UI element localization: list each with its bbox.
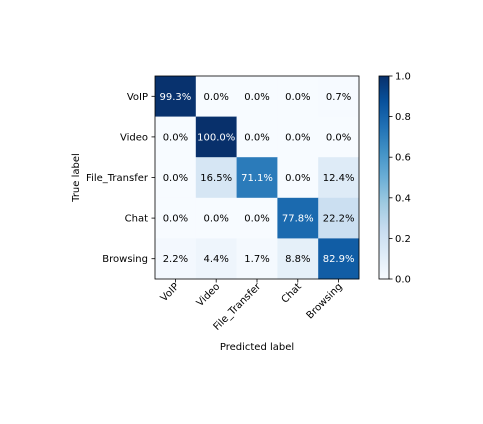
- colorbar-tick-label: 0.6: [395, 153, 411, 164]
- heatmap-cell: [318, 76, 360, 117]
- x-tick-label: VoIP: [159, 281, 182, 304]
- cell-value-label: 0.0%: [163, 173, 188, 184]
- heatmap-cell: [155, 76, 197, 117]
- y-tick-label: Chat: [125, 214, 148, 225]
- colorbar: 0.0 0.2 0.4 0.6 0.8 1.0: [378, 72, 411, 286]
- cell-value-label: 99.3%: [160, 92, 192, 103]
- cell-value-label: 77.8%: [282, 214, 314, 225]
- heatmap-cell: [277, 197, 319, 239]
- y-tick-label: VoIP: [127, 92, 148, 103]
- cell-value-label: 0.0%: [285, 132, 310, 143]
- x-tick-label: Chat: [280, 281, 304, 305]
- heatmap-cells: [155, 76, 360, 280]
- heatmap-cell: [155, 238, 197, 280]
- cell-value-label: 0.0%: [244, 214, 269, 225]
- heatmap-cell: [195, 76, 237, 117]
- y-tick-label: Browsing: [102, 254, 148, 265]
- x-tick-label: Video: [195, 281, 223, 309]
- cell-value-label: 0.0%: [285, 92, 310, 103]
- heatmap-cell: [155, 197, 197, 239]
- cell-value-label: 16.5%: [200, 173, 232, 184]
- heatmap-cell: [318, 157, 360, 199]
- heatmap-cell: [155, 157, 197, 199]
- heatmap-cell: [195, 157, 237, 199]
- heatmap-cell: [236, 197, 278, 239]
- colorbar-gradient: [378, 75, 390, 280]
- cell-value-label: 4.4%: [203, 254, 228, 265]
- heatmap-cell: [236, 238, 278, 280]
- colorbar-tick-label: 1.0: [395, 72, 411, 83]
- heatmap-cell-labels: 99.3% 0.0% 0.0% 0.0% 0.7% 0.0% 100.0% 0.0% 0.0% 0…: [160, 92, 355, 265]
- colorbar-tick-label: 0.2: [395, 234, 411, 245]
- cell-value-label: 2.2%: [163, 254, 188, 265]
- y-tick-label: File_Transfer: [86, 173, 149, 184]
- colorbar-tick-label: 0.4: [395, 193, 411, 204]
- heatmap-cell: [318, 238, 360, 280]
- heatmap-cell: [195, 197, 237, 239]
- cell-value-label: 0.0%: [244, 132, 269, 143]
- cell-value-label: 82.9%: [323, 254, 355, 265]
- heatmap-cell: [236, 116, 278, 158]
- x-tick-label: Browsing: [305, 281, 345, 321]
- heatmap-cell: [155, 116, 197, 158]
- cell-value-label: 22.2%: [323, 214, 355, 225]
- y-tick-label: Video: [120, 132, 148, 143]
- heatmap-cell: [277, 76, 319, 117]
- heatmap-cell: [277, 157, 319, 199]
- cell-value-label: 0.7%: [326, 92, 351, 103]
- cell-value-label: 0.0%: [163, 132, 188, 143]
- cell-value-label: 0.0%: [326, 132, 351, 143]
- cell-value-label: 8.8%: [285, 254, 310, 265]
- x-axis-label: Predicted label: [220, 342, 294, 353]
- y-axis: VoIP Video File_Transfer Chat Browsing: [86, 92, 155, 265]
- cell-value-label: 71.1%: [241, 173, 273, 184]
- heatmap-cell: [195, 238, 237, 280]
- heatmap-cell: [236, 76, 278, 117]
- colorbar-tick-label: 0.8: [395, 112, 411, 123]
- y-axis-label: True label: [71, 153, 82, 203]
- colorbar-tick-label: 0.0: [395, 275, 411, 286]
- cell-value-label: 0.0%: [285, 173, 310, 184]
- heatmap-cell: [318, 197, 360, 239]
- heatmap-cell: [318, 116, 360, 158]
- heatmap-cell: [277, 238, 319, 280]
- cell-value-label: 0.0%: [163, 214, 188, 225]
- heatmap-cell: [236, 157, 278, 199]
- cell-value-label: 100.0%: [197, 132, 235, 143]
- cell-value-label: 1.7%: [244, 254, 269, 265]
- heatmap-cell: [195, 116, 237, 158]
- cell-value-label: 0.0%: [203, 214, 228, 225]
- cell-value-label: 0.0%: [244, 92, 269, 103]
- heatmap-cell: [277, 116, 319, 158]
- cell-value-label: 12.4%: [323, 173, 355, 184]
- cell-value-label: 0.0%: [203, 92, 228, 103]
